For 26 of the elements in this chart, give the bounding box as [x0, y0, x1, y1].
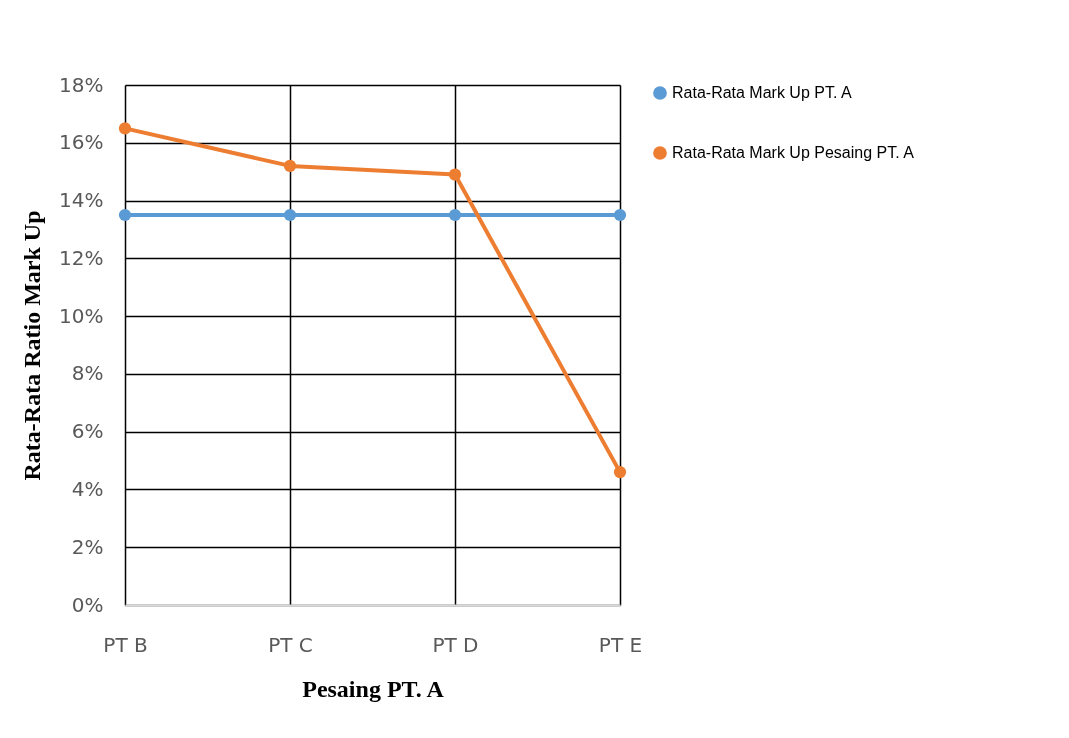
x-tick-label: PT D — [432, 632, 479, 657]
y-tick-label: 12% — [59, 245, 104, 270]
y-tick-label: 14% — [59, 188, 104, 213]
y-tick-label: 16% — [59, 130, 104, 155]
point — [283, 159, 297, 172]
point — [118, 208, 132, 222]
x-axis-title: Pesaing PT. A — [302, 675, 445, 702]
y-tick-label: 2% — [71, 534, 104, 559]
y-tick-label: 18% — [59, 72, 104, 97]
point — [448, 168, 462, 181]
y-axis-title: Rata-Rata Ratio Mark Up — [19, 210, 46, 481]
legend-label: Rata-Rata Mark Up Pesaing PT. A — [672, 144, 915, 161]
point — [613, 466, 627, 479]
y-tick-label: 6% — [71, 419, 104, 444]
y-tick-label: 10% — [59, 303, 104, 328]
point — [283, 208, 297, 222]
point — [118, 122, 132, 135]
x-tick-label: PT E — [598, 632, 643, 657]
y-tick-label: 8% — [71, 361, 104, 386]
x-tick-label: PT C — [268, 632, 313, 657]
y-tick-label: 4% — [71, 476, 104, 501]
x-tick-label: PT B — [103, 632, 148, 657]
legend-label: Rata-Rata Mark Up PT. A — [672, 84, 852, 101]
point — [448, 208, 462, 222]
point — [613, 208, 627, 222]
y-tick-label: 0% — [71, 592, 104, 617]
